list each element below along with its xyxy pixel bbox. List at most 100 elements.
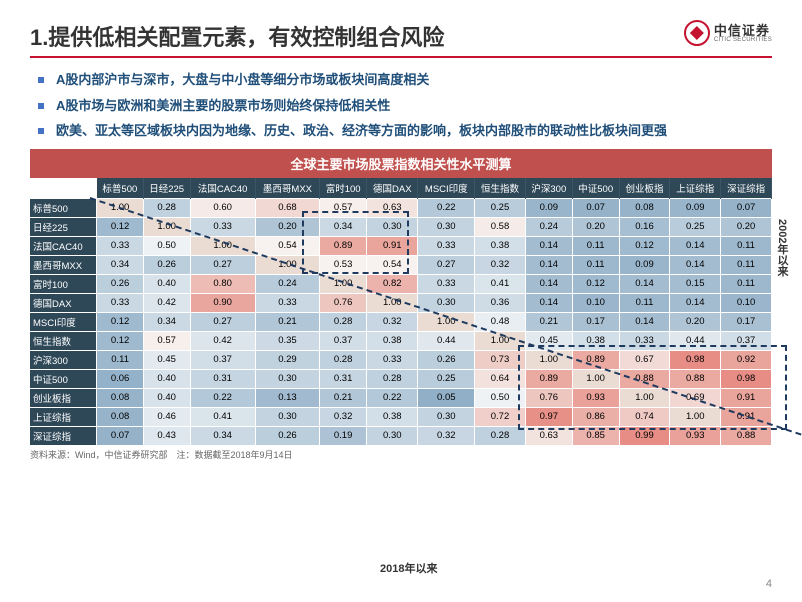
cell: 0.11	[721, 274, 772, 293]
cell: 0.63	[525, 426, 572, 445]
row-header: 墨西哥MXX	[30, 255, 97, 274]
cell: 1.00	[97, 198, 143, 217]
col-header: 恒生指数	[475, 178, 526, 199]
cell: 0.09	[619, 255, 670, 274]
cell: 0.29	[255, 350, 319, 369]
cell: 0.91	[721, 388, 772, 407]
cell: 0.27	[190, 255, 255, 274]
col-header: 深证综指	[721, 178, 772, 199]
row-header: MSCI印度	[30, 312, 97, 331]
cell: 0.25	[670, 217, 721, 236]
cell: 0.16	[619, 217, 670, 236]
cell: 0.73	[475, 350, 526, 369]
bullet-text: A股市场与欧洲和美洲主要的股票市场则始终保持低相关性	[56, 96, 390, 116]
cell: 0.30	[367, 217, 418, 236]
row-header: 富时100	[30, 274, 97, 293]
row-header: 德国DAX	[30, 293, 97, 312]
cell: 0.12	[97, 331, 143, 350]
cell: 0.38	[475, 236, 526, 255]
cell: 0.22	[190, 388, 255, 407]
bullet-icon	[38, 77, 44, 83]
cell: 0.08	[97, 388, 143, 407]
row-header: 深证综指	[30, 426, 97, 445]
col-header: 法国CAC40	[190, 178, 255, 199]
cell: 0.33	[619, 331, 670, 350]
cell: 0.64	[475, 369, 526, 388]
cell: 0.32	[475, 255, 526, 274]
cell: 0.72	[475, 407, 526, 426]
data-source: 资料来源：Wind，中信证券研究部 注：数据截至2018年9月14日	[30, 448, 772, 461]
cell: 0.28	[320, 312, 367, 331]
cell: 1.00	[475, 331, 526, 350]
cell: 0.92	[721, 350, 772, 369]
cell: 0.06	[97, 369, 143, 388]
cell: 0.88	[619, 369, 670, 388]
cell: 0.89	[525, 369, 572, 388]
cell: 0.14	[525, 255, 572, 274]
cell: 0.14	[619, 274, 670, 293]
cell: 0.44	[418, 331, 475, 350]
cell: 0.33	[418, 274, 475, 293]
bullet-text: 欧美、亚太等区域板块内因为地缘、历史、政治、经济等方面的影响，板块内部股市的联动…	[56, 121, 667, 141]
cell: 0.07	[97, 426, 143, 445]
cell: 0.82	[367, 274, 418, 293]
cell: 0.26	[255, 426, 319, 445]
cell: 1.00	[367, 293, 418, 312]
cell: 0.34	[97, 255, 143, 274]
cell: 0.08	[97, 407, 143, 426]
row-header: 上证综指	[30, 407, 97, 426]
cell: 0.28	[143, 198, 190, 217]
cell: 0.93	[670, 426, 721, 445]
cell: 0.40	[143, 274, 190, 293]
col-header: 墨西哥MXX	[255, 178, 319, 199]
cell: 0.88	[721, 426, 772, 445]
cell: 0.09	[670, 198, 721, 217]
cell: 0.30	[255, 407, 319, 426]
cell: 0.20	[721, 217, 772, 236]
cell: 1.00	[525, 350, 572, 369]
brand-logo: 中信证券 CITIC SECURITIES	[684, 20, 772, 46]
cell: 0.91	[367, 236, 418, 255]
cell: 0.30	[418, 293, 475, 312]
cell: 0.69	[670, 388, 721, 407]
cell: 0.93	[572, 388, 619, 407]
cell: 0.42	[190, 331, 255, 350]
cell: 0.46	[143, 407, 190, 426]
cell: 0.07	[572, 198, 619, 217]
cell: 0.14	[670, 236, 721, 255]
cell: 0.40	[143, 388, 190, 407]
cell: 0.12	[97, 217, 143, 236]
cell: 0.57	[143, 331, 190, 350]
cell: 0.32	[320, 407, 367, 426]
cell: 0.14	[525, 293, 572, 312]
cell: 1.00	[619, 388, 670, 407]
cell: 0.28	[320, 350, 367, 369]
row-header: 法国CAC40	[30, 236, 97, 255]
correlation-table: 标普500日经225法国CAC40墨西哥MXX富时100德国DAXMSCI印度恒…	[30, 178, 772, 445]
cell: 0.22	[367, 388, 418, 407]
cell: 0.31	[190, 369, 255, 388]
cell: 0.25	[418, 369, 475, 388]
cell: 0.28	[367, 369, 418, 388]
cell: 0.45	[525, 331, 572, 350]
cell: 0.13	[255, 388, 319, 407]
cell: 0.99	[619, 426, 670, 445]
cell: 0.14	[525, 274, 572, 293]
cell: 0.05	[418, 388, 475, 407]
row-header: 标普500	[30, 198, 97, 217]
bottom-label-2018: 2018年以来	[380, 560, 437, 576]
slide-title: 1.提供低相关配置元素，有效控制组合风险	[30, 20, 444, 52]
cell: 0.17	[721, 312, 772, 331]
cell: 0.57	[320, 198, 367, 217]
cell: 0.27	[190, 312, 255, 331]
cell: 0.30	[418, 407, 475, 426]
cell: 0.21	[525, 312, 572, 331]
cell: 0.38	[572, 331, 619, 350]
cell: 0.88	[670, 369, 721, 388]
cell: 0.28	[475, 426, 526, 445]
cell: 0.37	[320, 331, 367, 350]
cell: 0.98	[721, 369, 772, 388]
cell: 0.34	[143, 312, 190, 331]
bullet-text: A股内部沪市与深市，大盘与中小盘等细分市场或板块间高度相关	[56, 70, 429, 90]
cell: 0.24	[255, 274, 319, 293]
